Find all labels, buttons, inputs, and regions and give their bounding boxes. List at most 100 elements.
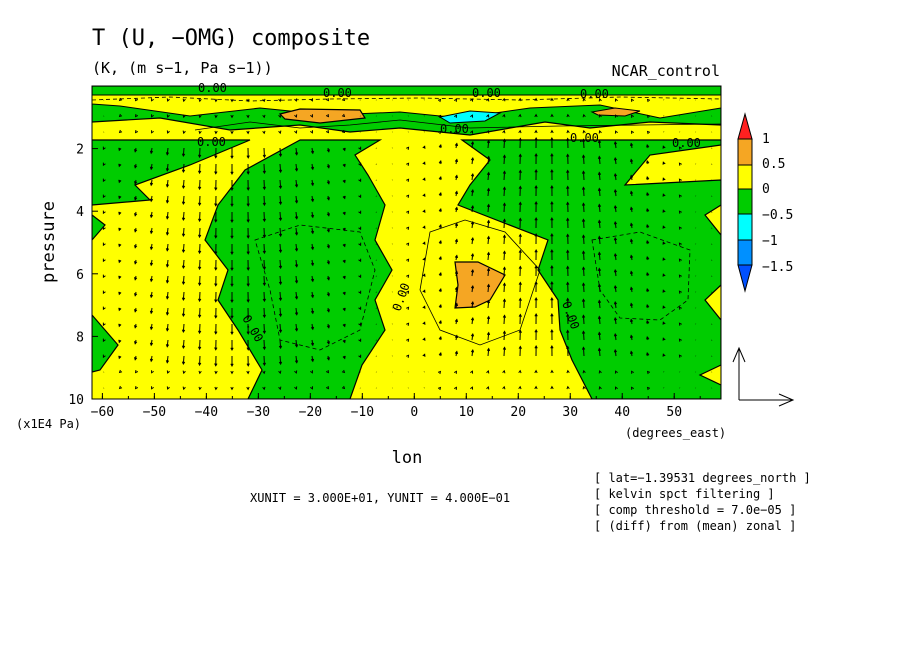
wind-vector-head: [214, 386, 218, 391]
wind-vector-head: [246, 315, 250, 319]
wind-vector-head: [502, 186, 507, 190]
wind-vector: [487, 268, 490, 277]
wind-vector-head: [149, 214, 154, 219]
plot-area: 0.00 0.00 0.00 0.00 0.00 0.00 0.00 0.00 …: [91, 81, 722, 400]
wind-vector-head: [294, 216, 299, 220]
wind-vector-head: [614, 386, 618, 390]
wind-vector-head: [326, 149, 330, 153]
wind-vector: [166, 195, 169, 203]
wind-vector-head: [614, 98, 618, 102]
wind-vector-head: [518, 217, 522, 221]
wind-vector-head: [406, 162, 410, 166]
wind-vector-head: [342, 243, 346, 248]
wind-vector-head: [246, 251, 250, 255]
wind-vector-head: [278, 386, 282, 391]
wind-vector-head: [246, 155, 250, 159]
wind-vector: [295, 259, 298, 267]
wind-vector-head: [629, 158, 634, 163]
wind-vector-head: [102, 146, 106, 151]
wind-vector-head: [102, 306, 106, 311]
wind-vector-head: [358, 322, 362, 327]
wind-vector-head: [406, 322, 410, 326]
wind-vector: [598, 300, 601, 309]
wind-vector-head: [486, 171, 491, 176]
wind-vector-head: [118, 385, 123, 390]
wind-vector-head: [230, 114, 234, 119]
wind-vector-head: [294, 184, 299, 188]
wind-vector-head: [102, 338, 106, 343]
wind-vector-head: [597, 235, 602, 240]
wind-vector-head: [246, 219, 250, 223]
wind-vector-head: [358, 258, 362, 263]
wind-vector-head: [662, 193, 666, 197]
wind-vector: [487, 316, 490, 325]
wind-vector-head: [662, 145, 666, 149]
wind-vector-head: [166, 370, 170, 374]
wind-vector-head: [358, 338, 362, 343]
wind-vector-head: [438, 288, 442, 292]
wind-vector-head: [454, 190, 459, 195]
wind-vector-head: [582, 369, 586, 374]
wind-vector-head: [294, 130, 298, 134]
wind-vector-head: [502, 138, 507, 142]
wind-vector-head: [486, 299, 491, 304]
wind-vector-head: [230, 299, 234, 304]
wind-vector-head: [310, 358, 315, 363]
wind-vector: [598, 204, 601, 213]
wind-vector-head: [262, 386, 266, 391]
contour-label: 0.00: [198, 81, 227, 95]
wind-vector-head: [149, 358, 154, 363]
wind-vector-head: [470, 333, 475, 337]
wind-vector-head: [246, 98, 250, 103]
wind-vector-head: [646, 130, 651, 135]
wind-vector-head: [118, 291, 122, 296]
wind-vector-head: [518, 281, 522, 285]
wind-vector-head: [678, 354, 682, 358]
wind-vector-head: [646, 335, 650, 340]
wind-vector-head: [422, 193, 426, 197]
wind-vector-head: [262, 170, 266, 175]
y-tick-label: 2: [76, 143, 84, 158]
wind-vector-head: [358, 210, 362, 215]
wind-vector-head: [182, 386, 186, 391]
wind-vector-head: [597, 283, 602, 288]
wind-vector-head: [326, 213, 330, 217]
wind-vector-head: [422, 273, 426, 277]
wind-vector-head: [581, 154, 586, 158]
wind-vector-head: [678, 290, 682, 294]
wind-vector-head: [118, 113, 123, 118]
wind-vector-head: [342, 339, 346, 344]
wind-vector-head: [518, 345, 522, 349]
wind-vector-head: [230, 363, 234, 368]
wind-vector: [182, 147, 185, 157]
wind-vector-head: [422, 209, 426, 213]
wind-vector-head: [310, 310, 315, 315]
x-axis: −60 −50 −40 −30 −20 −10 0 10 20 30 40 50: [91, 393, 701, 420]
wind-vector-head: [470, 189, 475, 193]
wind-vector: [487, 332, 490, 341]
wind-vector-head: [118, 275, 122, 280]
wind-vector: [295, 163, 298, 171]
wind-vector-head: [406, 354, 410, 358]
wind-vector-head: [518, 137, 522, 141]
wind-vector-head: [342, 179, 346, 184]
wind-vector-head: [470, 205, 475, 209]
wind-vector-head: [597, 155, 602, 160]
wind-vector-head: [406, 274, 410, 278]
wind-vector-head: [294, 114, 298, 118]
wind-vector-head: [134, 341, 138, 345]
wind-vector: [487, 140, 490, 149]
wind-vector-head: [678, 338, 682, 342]
x-tick-label: −60: [91, 405, 114, 420]
colorbar-box: [737, 164, 753, 190]
x-tick-label: −20: [299, 405, 322, 420]
wind-vector-head: [678, 210, 682, 214]
wind-vector-head: [406, 146, 410, 150]
wind-vector-head: [214, 347, 218, 351]
wind-vector-head: [581, 346, 586, 350]
wind-vector-head: [662, 257, 666, 261]
wind-vector-head: [566, 137, 570, 141]
wind-vector: [598, 268, 601, 277]
wind-vector-head: [437, 130, 442, 135]
